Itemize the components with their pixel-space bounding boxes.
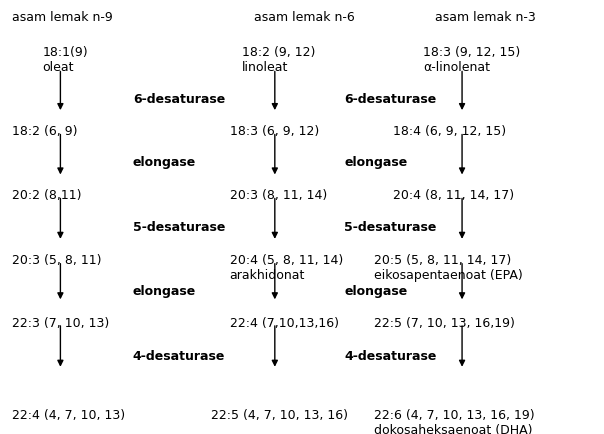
Text: 18:1(9): 18:1(9) [42,46,88,59]
Text: dokosaheksaenoat (DHA): dokosaheksaenoat (DHA) [374,423,533,434]
Text: α-linolenat: α-linolenat [423,61,490,74]
Text: 22:5 (4, 7, 10, 13, 16): 22:5 (4, 7, 10, 13, 16) [211,408,349,421]
Text: 18:3 (9, 12, 15): 18:3 (9, 12, 15) [423,46,520,59]
Text: 18:4 (6, 9, 12, 15): 18:4 (6, 9, 12, 15) [393,125,506,138]
Text: 20:2 (8,11): 20:2 (8,11) [12,188,82,201]
Text: arakhidonat: arakhidonat [230,269,305,282]
Text: 5-desaturase: 5-desaturase [344,220,437,233]
Text: 22:3 (7, 10, 13): 22:3 (7, 10, 13) [12,316,109,329]
Text: 22:5 (7, 10, 13, 16,19): 22:5 (7, 10, 13, 16,19) [374,316,515,329]
Text: elongase: elongase [344,284,408,297]
Text: 22:6 (4, 7, 10, 13, 16, 19): 22:6 (4, 7, 10, 13, 16, 19) [374,408,535,421]
Text: linoleat: linoleat [242,61,288,74]
Text: eikosapentaenoat (EPA): eikosapentaenoat (EPA) [374,269,523,282]
Text: 5-desaturase: 5-desaturase [133,220,225,233]
Text: 20:4 (8, 11, 14, 17): 20:4 (8, 11, 14, 17) [393,188,514,201]
Text: asam lemak n-9: asam lemak n-9 [12,11,113,24]
Text: oleat: oleat [42,61,74,74]
Text: asam lemak n-3: asam lemak n-3 [435,11,536,24]
Text: 18:3 (6, 9, 12): 18:3 (6, 9, 12) [230,125,319,138]
Text: asam lemak n-6: asam lemak n-6 [254,11,355,24]
Text: 6-desaturase: 6-desaturase [133,92,225,105]
Text: 20:3 (5, 8, 11): 20:3 (5, 8, 11) [12,254,101,267]
Text: 18:2 (6, 9): 18:2 (6, 9) [12,125,77,138]
Text: 20:5 (5, 8, 11, 14, 17): 20:5 (5, 8, 11, 14, 17) [374,254,512,267]
Text: elongase: elongase [344,156,408,169]
Text: 4-desaturase: 4-desaturase [133,349,225,362]
Text: 20:4 (5, 8, 11, 14): 20:4 (5, 8, 11, 14) [230,254,343,267]
Text: 20:3 (8, 11, 14): 20:3 (8, 11, 14) [230,188,327,201]
Text: 22:4 (7,10,13,16): 22:4 (7,10,13,16) [230,316,338,329]
Text: elongase: elongase [133,284,196,297]
Text: 18:2 (9, 12): 18:2 (9, 12) [242,46,315,59]
Text: 4-desaturase: 4-desaturase [344,349,437,362]
Text: elongase: elongase [133,156,196,169]
Text: 6-desaturase: 6-desaturase [344,92,437,105]
Text: 22:4 (4, 7, 10, 13): 22:4 (4, 7, 10, 13) [12,408,125,421]
